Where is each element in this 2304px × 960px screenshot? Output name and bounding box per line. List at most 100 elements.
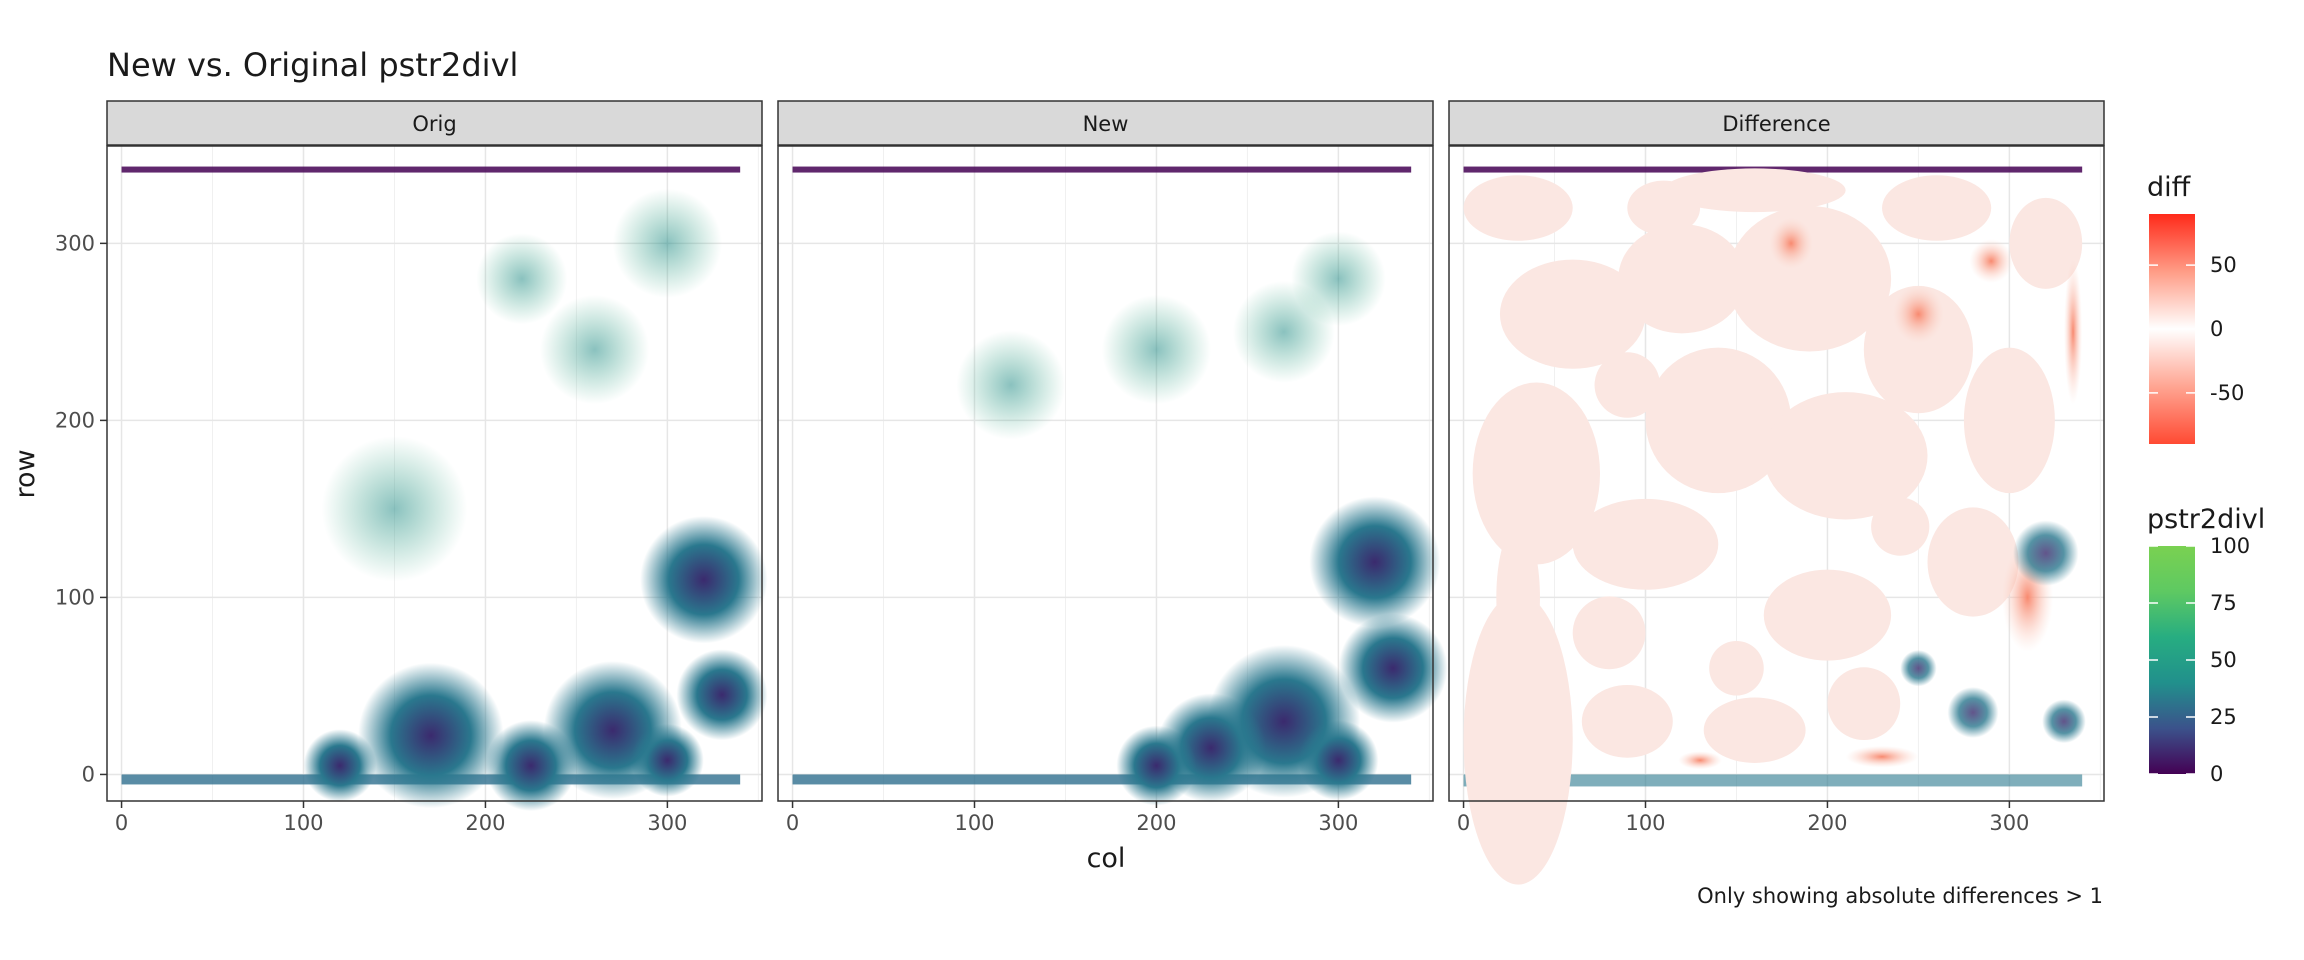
raster-diff-patch: [1572, 498, 1719, 590]
legend-tick-label: 0: [2210, 317, 2223, 341]
raster-diff-patch: [1572, 596, 1646, 670]
facet-strip-label: New: [1083, 112, 1129, 136]
y-tick-label: 200: [55, 408, 95, 432]
raster-diff-patch: [1703, 697, 1806, 763]
raster-diff-patch: [1463, 175, 1573, 241]
facet-strip: [106, 100, 763, 146]
raster-teal-patch: [321, 436, 468, 582]
legend-tick-label: 25: [2210, 705, 2237, 729]
x-tick-label: 100: [1625, 811, 1665, 835]
raster-diff-hot: [1969, 239, 2014, 283]
raster-diff-patch: [1827, 667, 1901, 741]
raster-diff-patch: [1763, 569, 1892, 661]
raster-teal-patch: [540, 294, 650, 405]
raster-dark-patch: [358, 662, 504, 809]
facet-panel-new: New 0 100 200 300: [777, 100, 1448, 835]
raster-dark-patch: [1309, 496, 1441, 628]
raster-dark-patch: [303, 729, 377, 802]
raster-diff-patch: [1963, 347, 2055, 494]
panel-border: [106, 145, 763, 802]
raster-diff-patch: [1463, 593, 1573, 885]
raster-teal-patch: [956, 330, 1066, 440]
raster-edge-top: [792, 774, 1412, 785]
chart-title: New vs. Original pstr2divl: [107, 46, 518, 84]
raster-diff-hot: [1892, 285, 1944, 344]
raster-diff-patch: [1645, 347, 1792, 494]
x-tick-label: 0: [115, 811, 128, 835]
raster-diff-patch: [1581, 684, 1673, 758]
raster-diff-patch: [1499, 259, 1646, 369]
facet-strip: [777, 100, 1434, 146]
panel-border: [1448, 145, 2105, 802]
raster-diff-patch: [1727, 205, 1892, 352]
legend-tick-label: 75: [2210, 591, 2237, 615]
raster-edge-bottom: [792, 166, 1412, 173]
legend-tick-label: 100: [2210, 534, 2250, 558]
raster-diff-patch: [1709, 640, 1764, 696]
raster-diff-patch: [1763, 392, 1928, 520]
raster-layer: [792, 166, 1448, 806]
raster-teal-patch: [476, 233, 568, 325]
x-tick-label: 200: [1136, 811, 1176, 835]
raster-diff-patch: [1472, 382, 1601, 565]
raster-diff-patch: [1594, 352, 1661, 418]
raster-diff-patch: [1618, 224, 1746, 334]
raster-dark-patch: [1900, 650, 1937, 687]
x-axis-label: col: [1087, 843, 1126, 874]
raster-teal-patch: [1291, 231, 1386, 327]
raster-diff-hot: [1769, 217, 1813, 269]
y-axis-label: row: [10, 449, 41, 498]
chart-caption: Only showing absolute differences > 1: [1697, 884, 2103, 908]
x-tick-label: 200: [465, 811, 505, 835]
x-tick-label: 0: [1457, 811, 1470, 835]
panel-border: [777, 145, 1434, 802]
raster-edge-top: [1463, 774, 2083, 787]
legend-tick-label: -50: [2210, 381, 2244, 405]
legend-tick-label: 50: [2210, 648, 2237, 672]
x-tick-label: 300: [1318, 811, 1358, 835]
raster-dark-patch: [676, 649, 768, 741]
raster-dark-patch: [640, 516, 768, 644]
facet-panel-difference: Difference 0 100 200 300: [1448, 100, 2105, 885]
x-tick-label: 100: [283, 811, 323, 835]
raster-dark-patch: [2013, 520, 2079, 586]
raster-dark-patch: [2042, 699, 2086, 744]
legend-diff: diff 50 0 -50: [2147, 172, 2244, 444]
facet-strip: [1448, 100, 2105, 146]
y-tick-label: 0: [82, 762, 95, 786]
facet-panel-orig: Orig 0 100 200 300 0 100 200 300: [55, 100, 768, 835]
raster-teal-patch: [612, 188, 722, 298]
x-tick-label: 300: [1989, 811, 2029, 835]
raster-diff-hot: [1678, 751, 1722, 770]
raster-layer: [1463, 166, 2086, 885]
raster-dark-patch: [631, 723, 704, 797]
raster-diff-patch: [1863, 285, 1973, 414]
raster-dark-patch: [1338, 613, 1448, 723]
facet-strip-label: Difference: [1722, 112, 1830, 136]
y-tick-label: 100: [55, 585, 95, 609]
raster-dark-patch: [1947, 687, 1999, 738]
raster-diff-hot: [1845, 745, 1919, 768]
raster-diff-patch: [1882, 175, 1992, 241]
legend-title: diff: [2147, 172, 2192, 203]
x-tick-label: 0: [786, 811, 799, 835]
legend-tick-label: 0: [2210, 762, 2223, 786]
x-tick-label: 200: [1807, 811, 1847, 835]
raster-diff-hot: [2063, 259, 2083, 405]
raster-dark-patch: [1298, 720, 1379, 801]
raster-diff-patch: [1663, 168, 1846, 213]
legend-tick-label: 50: [2210, 253, 2237, 277]
raster-diff-patch: [1871, 497, 1930, 556]
x-tick-label: 300: [647, 811, 687, 835]
raster-layer: [121, 166, 768, 812]
raster-diff-patch: [2009, 197, 2083, 289]
raster-diff-patch: [1627, 180, 1701, 236]
raster-dark-patch: [485, 720, 577, 812]
x-tick-label: 100: [954, 811, 994, 835]
raster-diff-patch: [1927, 507, 2019, 617]
legend-title: pstr2divl: [2147, 504, 2265, 535]
raster-dark-patch: [1116, 725, 1197, 806]
facet-strip-label: Orig: [412, 112, 456, 136]
